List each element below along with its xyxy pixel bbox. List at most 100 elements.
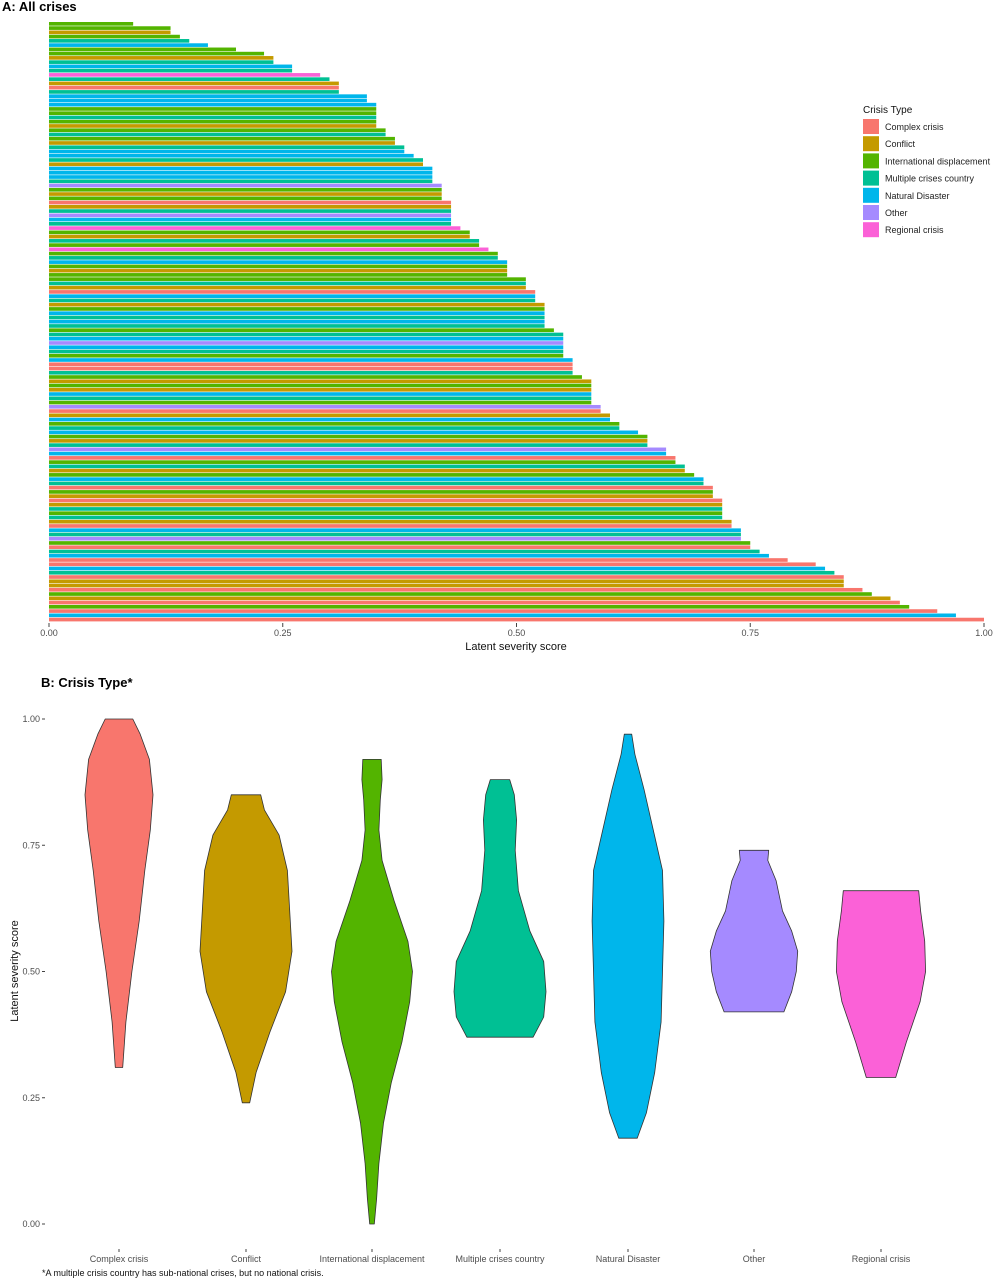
- bar: [49, 111, 377, 116]
- bar: [49, 22, 134, 26]
- bar: [49, 264, 508, 269]
- x-tick-label: Other: [743, 1254, 766, 1264]
- bar: [49, 494, 713, 498]
- bar: [49, 234, 470, 239]
- violin-natural-disaster: [591, 733, 665, 1139]
- bar: [49, 507, 723, 511]
- x-axis-title: Latent severity score: [465, 641, 567, 653]
- bar: [49, 558, 788, 562]
- bar: [49, 519, 732, 524]
- bar: [49, 294, 536, 298]
- violin-group: [84, 718, 926, 1225]
- panel-a-title: A: All crises: [2, 0, 77, 14]
- x-tick-label: 0.75: [741, 628, 759, 638]
- bar: [49, 353, 564, 358]
- bar: [49, 90, 339, 94]
- bar: [49, 549, 760, 554]
- bar: [49, 158, 423, 162]
- bar: [49, 481, 704, 486]
- bar: [49, 132, 386, 137]
- bar: [49, 94, 367, 98]
- bar: [49, 273, 508, 277]
- bar: [49, 115, 377, 120]
- bar: [49, 511, 723, 516]
- bar: [49, 204, 452, 209]
- bar: [49, 141, 395, 145]
- bar: [49, 400, 592, 405]
- bar: [49, 128, 386, 133]
- bar: [49, 239, 480, 243]
- y-tick-label: 0.75: [22, 840, 40, 850]
- bar: [49, 183, 442, 188]
- x-tick-label: Regional crisis: [852, 1254, 911, 1264]
- bar: [49, 515, 723, 520]
- y-tick-label: 1.00: [22, 714, 40, 724]
- bar: [49, 302, 545, 307]
- bar: [49, 532, 741, 537]
- bar: [49, 60, 274, 64]
- bar: [49, 324, 545, 328]
- violin-other: [709, 849, 799, 1013]
- bar: [49, 222, 452, 226]
- bar: [49, 358, 573, 362]
- x-tick-label: 0.50: [508, 628, 526, 638]
- bar: [49, 256, 498, 260]
- bar: [49, 341, 564, 345]
- x-tick-label: Natural Disaster: [596, 1254, 661, 1264]
- bar: [49, 404, 601, 409]
- bar: [49, 34, 180, 39]
- legend-label: Natural Disaster: [885, 191, 950, 201]
- bar: [49, 383, 592, 388]
- bar: [49, 175, 433, 179]
- bar: [49, 98, 367, 103]
- bar: [49, 362, 573, 367]
- bar: [49, 39, 190, 43]
- panel-a-all-crises: A: All crises 0.00 0.25 0.50 0.75 1.00 Laten…: [2, 0, 993, 653]
- bar: [49, 477, 704, 481]
- legend-swatch: [863, 187, 879, 203]
- bar: [49, 47, 236, 52]
- bar: [49, 468, 685, 473]
- bar: [49, 43, 208, 47]
- bar: [49, 68, 293, 73]
- bar: [49, 617, 984, 622]
- legend-swatch: [863, 205, 879, 220]
- bar: [49, 387, 592, 392]
- bar: [49, 187, 442, 192]
- bar: [49, 170, 433, 175]
- bar: [49, 575, 844, 579]
- bar: [49, 375, 582, 379]
- bar: [49, 319, 545, 324]
- bar: [49, 345, 564, 350]
- bar: [49, 77, 330, 81]
- panel-b-title: B: Crisis Type*: [41, 675, 133, 690]
- y-tick-label: 0.50: [22, 967, 40, 977]
- bar: [49, 604, 910, 609]
- bar: [49, 51, 265, 56]
- bar: [49, 541, 751, 545]
- violin-complex-crisis: [84, 718, 154, 1068]
- legend-label: International displacement: [885, 156, 991, 166]
- y-tick-label: 0.25: [22, 1093, 40, 1103]
- bar: [49, 30, 171, 35]
- legend-label: Complex crisis: [885, 122, 944, 132]
- bar: [49, 417, 610, 422]
- bar: [49, 311, 545, 316]
- y-axis-title: Latent severity score: [9, 920, 21, 1022]
- bar: [49, 124, 377, 128]
- bar: [49, 332, 564, 337]
- bar: [49, 119, 377, 124]
- bar: [49, 102, 377, 107]
- bar: [49, 396, 592, 401]
- bar: [49, 592, 872, 596]
- legend-swatch: [863, 153, 879, 169]
- y-tick-label: 0.00: [22, 1219, 40, 1229]
- bar: [49, 430, 639, 435]
- bar: [49, 268, 508, 273]
- bar: [49, 196, 442, 201]
- bar: [49, 162, 423, 167]
- x-tick-label: 0.25: [274, 628, 292, 638]
- bar: [49, 260, 508, 264]
- bar: [49, 166, 433, 171]
